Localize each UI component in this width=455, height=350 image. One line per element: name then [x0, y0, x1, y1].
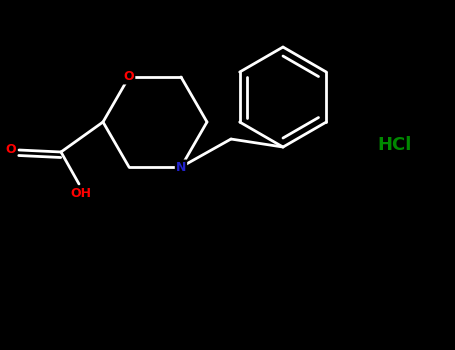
- Text: O: O: [6, 142, 16, 155]
- Text: N: N: [176, 161, 186, 174]
- Text: O: O: [124, 70, 134, 83]
- Text: HCl: HCl: [378, 136, 412, 154]
- Text: OH: OH: [71, 187, 91, 199]
